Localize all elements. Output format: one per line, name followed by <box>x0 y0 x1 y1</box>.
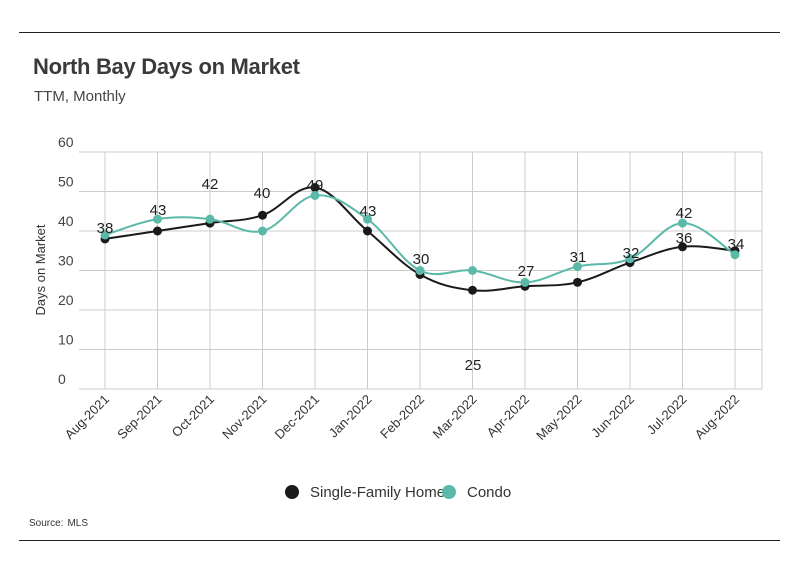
data-point-single-family-home <box>363 226 372 236</box>
data-point-condo <box>363 214 372 224</box>
x-tick-label: Nov-2021 <box>219 392 269 442</box>
y-tick-label: 10 <box>58 332 74 348</box>
data-point-condo <box>205 214 215 224</box>
data-label: 25 <box>465 357 482 374</box>
x-tick-label: Aug-2021 <box>62 392 112 442</box>
data-point-condo <box>100 230 110 240</box>
data-point-condo <box>310 190 320 200</box>
data-point-single-family-home <box>678 242 687 252</box>
chart-title: North Bay Days on Market <box>33 54 300 79</box>
legend-marker-condo <box>442 485 456 499</box>
x-tick-label: Mar-2022 <box>430 392 480 442</box>
data-point-condo <box>468 266 477 275</box>
top-rule <box>19 32 780 33</box>
data-label: 31 <box>570 249 587 266</box>
x-tick-label: Feb-2022 <box>377 392 427 442</box>
data-label: 36 <box>676 230 693 247</box>
y-tick-label: 0 <box>58 371 66 387</box>
data-label: 27 <box>518 263 535 280</box>
data-point-single-family-home <box>153 226 162 236</box>
data-point-condo <box>573 262 582 272</box>
legend-marker-single-family-home <box>285 485 299 499</box>
data-label: 42 <box>202 176 219 193</box>
data-label: 40 <box>254 185 271 202</box>
data-label: 49 <box>307 177 324 194</box>
x-tick-label: Jul-2022 <box>644 392 690 438</box>
data-point-single-family-home <box>573 277 582 287</box>
data-label: 34 <box>728 236 745 253</box>
x-tick-label: Dec-2021 <box>272 392 322 442</box>
data-point-condo <box>730 250 740 260</box>
x-tick-label: Sep-2021 <box>114 392 164 442</box>
y-tick-label: 60 <box>58 134 74 150</box>
y-tick-label: 40 <box>58 213 74 229</box>
source-label: Source: <box>29 518 64 529</box>
data-label: 30 <box>413 251 430 268</box>
y-tick-label: 30 <box>58 253 74 269</box>
x-tick-label: Jan-2022 <box>326 392 375 441</box>
data-label: 43 <box>360 203 377 220</box>
y-axis-title: Days on Market <box>33 224 48 315</box>
x-tick-label: Apr-2022 <box>484 392 532 440</box>
y-tick-label: 50 <box>58 174 74 190</box>
x-tick-label: May-2022 <box>533 392 584 443</box>
data-point-single-family-home <box>258 210 267 220</box>
legend-label-single-family-home: Single-Family Home <box>310 484 445 501</box>
x-tick-label: Jun-2022 <box>588 392 637 441</box>
data-point-single-family-home <box>310 183 320 193</box>
data-point-condo <box>678 218 687 228</box>
x-tick-label: Aug-2022 <box>692 392 742 442</box>
legend-label-condo: Condo <box>467 484 511 501</box>
data-label: 38 <box>97 220 114 237</box>
data-label: 43 <box>150 202 167 219</box>
y-tick-label: 20 <box>58 292 74 308</box>
chart-subtitle: TTM, Monthly <box>34 88 126 105</box>
data-point-condo <box>258 226 267 236</box>
data-label: 42 <box>676 205 693 222</box>
source-value: MLS <box>67 518 89 529</box>
data-point-condo <box>415 266 425 275</box>
source-note: Source: MLS <box>29 518 88 529</box>
data-point-condo <box>153 214 162 224</box>
data-point-condo <box>625 254 635 264</box>
data-point-condo <box>520 277 530 287</box>
bottom-rule <box>19 540 780 541</box>
data-label: 32 <box>623 245 640 262</box>
data-point-single-family-home <box>468 285 477 295</box>
x-tick-label: Oct-2021 <box>169 392 217 440</box>
